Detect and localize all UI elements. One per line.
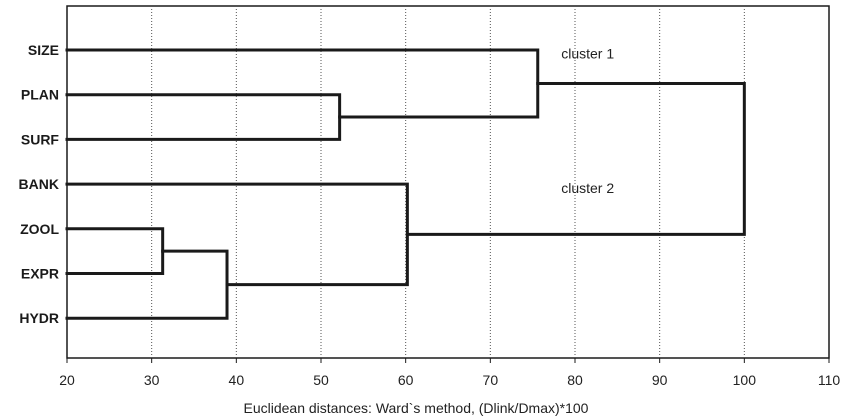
cluster-label: cluster 1 [561, 46, 614, 62]
plot-frame [66, 5, 830, 359]
leaf-labels: SIZE PLAN SURF BANK ZOOL EXPR HYDR [19, 42, 60, 326]
leaf-label: PLAN [21, 87, 59, 103]
dendrogram-branches [65, 48, 746, 320]
leaf-label: ZOOL [20, 221, 59, 237]
leaf-label: EXPR [21, 266, 59, 282]
leaf-label: BANK [19, 176, 59, 192]
cluster-annotations: cluster 1 cluster 2 [561, 46, 614, 196]
x-tick-label: 70 [483, 372, 499, 388]
x-tick-label: 110 [818, 372, 841, 388]
cluster-label: cluster 2 [561, 180, 614, 196]
x-tick-label: 100 [733, 372, 757, 388]
x-tick-label: 50 [313, 372, 329, 388]
x-tick-label: 40 [229, 372, 245, 388]
leaf-label: SIZE [28, 42, 59, 58]
leaf-label: HYDR [19, 310, 59, 326]
x-tick-label: 60 [398, 372, 414, 388]
x-tick-label: 20 [59, 372, 75, 388]
x-axis-title: Euclidean distances: Ward`s method, (Dli… [244, 400, 589, 416]
x-axis-ticks: 20 30 40 50 60 70 80 90 100 110 [59, 358, 840, 388]
x-tick-label: 80 [567, 372, 583, 388]
x-tick-label: 90 [652, 372, 668, 388]
leaf-label: SURF [21, 131, 60, 147]
dendrogram-branch [405, 82, 746, 236]
x-tick-label: 30 [144, 372, 160, 388]
